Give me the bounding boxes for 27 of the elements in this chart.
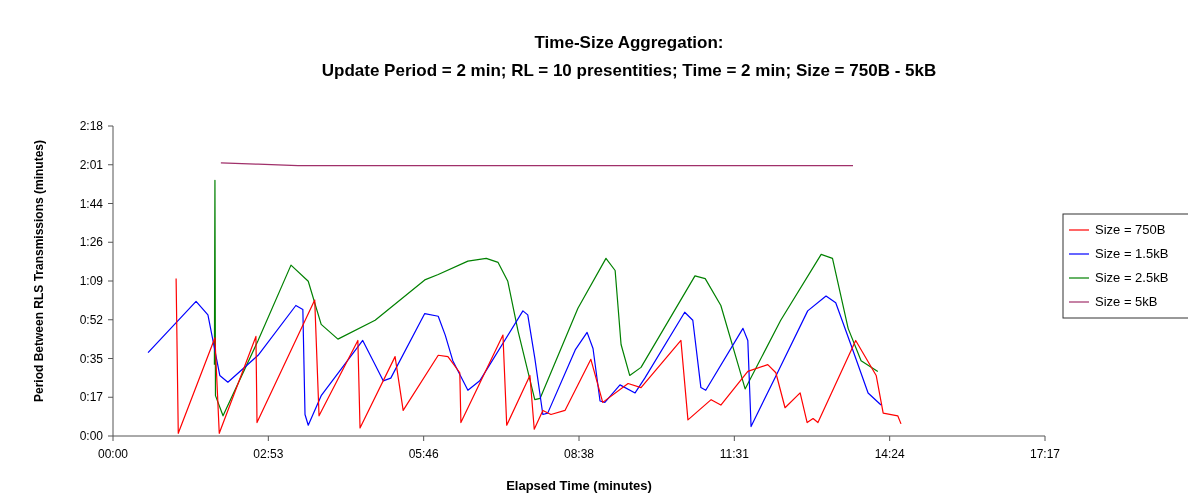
legend-label: Size = 2.5kB [1095,270,1169,285]
x-axis-title: Elapsed Time (minutes) [506,478,652,493]
chart-subtitle: Update Period = 2 min; RL = 10 presentities; Time = 2 min; Size = 750B - 5kB [321,61,937,80]
y-tick-label: 0:35 [79,351,104,366]
x-tick-label: 17:17 [1029,447,1061,461]
y-axis-title: Period Between RLS Transmissions (minutes) [32,139,46,403]
legend-label: Size = 750B [1095,222,1166,237]
line-series [147,295,882,428]
y-tick-label: 2:18 [79,119,104,133]
legend-label: Size = 1.5kB [1095,246,1169,261]
x-tick-label: 02:53 [253,447,284,461]
x-tick-label: 11:31 [719,447,750,461]
legend-label: Size = 5kB [1095,294,1158,309]
y-tick-label: 1:09 [79,274,104,288]
x-tick-label: 14:24 [874,447,906,461]
line-series [175,277,902,434]
y-tick-label: 2:01 [79,157,104,172]
y-tick-label: 1:26 [79,235,104,250]
x-tick-label: 08:38 [563,447,595,461]
line-series [213,179,879,417]
y-tick-label: 0:17 [79,390,104,405]
x-tick-label: 05:46 [408,447,440,461]
y-tick-label: 1:44 [79,196,104,211]
x-tick-label: 00:00 [97,447,129,461]
y-tick-label: 0:52 [79,312,104,327]
chart-title: Time-Size Aggregation: [534,33,724,52]
y-tick-label: 0:00 [79,429,104,443]
